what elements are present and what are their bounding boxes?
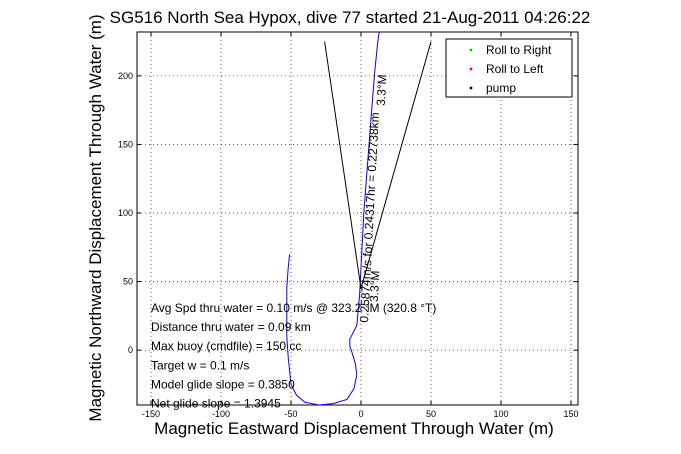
y-axis-label: Magnetic Northward Displacement Through … [86,14,105,421]
legend-label: Roll to Left [486,62,544,76]
x-tick-label: 50 [426,409,436,419]
x-tick-label: -100 [212,409,230,419]
legend-marker [469,48,473,52]
annotation-text: Target w = 0.1 m/s [151,358,249,372]
x-tick-label: 100 [493,409,508,419]
series-layer [286,31,432,406]
legend-marker [469,86,473,90]
series-2-line [324,41,432,289]
annotation-text: Model glide slope = 0.3850 [151,378,295,392]
legend-marker [469,67,473,71]
legend-label: Roll to Right [486,43,552,57]
annotation-text: Distance thru water = 0.09 km [151,320,311,334]
plot-area [136,31,579,406]
vector-label: 3.3°M [374,74,390,106]
annotation-text: Avg Spd thru water = 0.10 m/s @ 323.2 °M… [151,301,436,315]
legend-label: pump [486,81,516,95]
vector-label: 3.3°M [367,270,383,302]
annotations: Avg Spd thru water = 0.10 m/s @ 323.2 °M… [151,74,436,411]
x-axis-label: Magnetic Eastward Displacement Through W… [154,419,554,438]
y-tick-label: 200 [118,71,133,81]
legend-box [445,38,573,98]
y-tick-label: 50 [123,277,133,287]
y-tick-label: 0 [128,345,133,355]
annotation-text: Max buoy (cmdfile) = 150 cc [151,339,301,353]
annotation-text: Net glide slope = 1.3945 [151,397,281,411]
x-tick-label: -50 [284,409,297,419]
chart-title: SG516 North Sea Hypox, dive 77 started 2… [110,8,591,27]
grid [137,32,578,405]
x-tick-label: 0 [358,409,363,419]
legend: Roll to Right Roll to Left pump [445,38,573,98]
series-1-line [286,31,380,406]
x-tick-label: -150 [142,409,160,419]
y-tick-label: 150 [118,139,133,149]
x-tick-label: 150 [563,409,578,419]
ticks: -150 -100 -50 0 50 100 150 0 50 100 150 200 [118,32,579,419]
y-tick-label: 100 [118,208,133,218]
